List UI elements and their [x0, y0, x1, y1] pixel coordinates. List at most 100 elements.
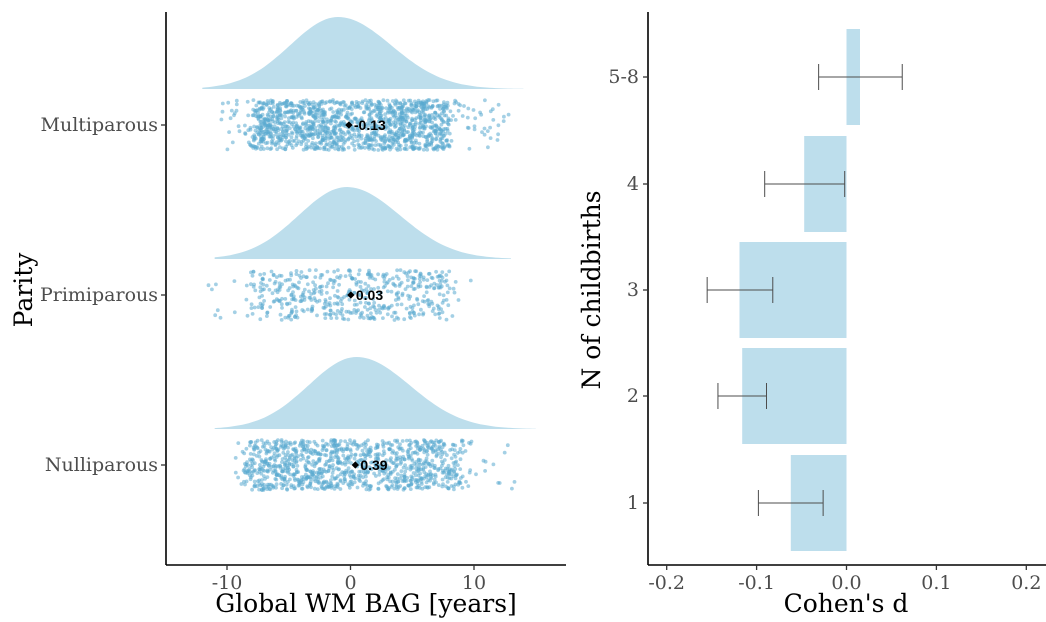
jitter-point	[278, 109, 283, 114]
jitter-point	[265, 140, 270, 145]
jitter-point	[443, 450, 447, 455]
jitter-point	[418, 284, 423, 289]
jitter-point	[380, 106, 385, 110]
jitter-point	[376, 272, 380, 277]
jitter-point	[248, 443, 252, 448]
jitter-point	[315, 299, 319, 304]
jitter-point	[250, 273, 255, 278]
jitter-point	[299, 276, 303, 280]
jitter-point	[385, 98, 390, 103]
jitter-point	[346, 466, 351, 471]
jitter-point	[407, 133, 412, 138]
x-tick-label: -10	[212, 572, 243, 594]
jitter-point	[337, 282, 341, 287]
jitter-point	[336, 302, 340, 307]
jitter-point	[283, 124, 288, 129]
jitter-point	[302, 447, 307, 452]
jitter-point	[377, 472, 382, 477]
y-tick-label: 1	[627, 492, 639, 514]
jitter-point	[349, 470, 353, 475]
jitter-point	[277, 273, 282, 278]
jitter-point	[316, 135, 320, 140]
jitter-point	[445, 283, 450, 288]
jitter-point	[339, 112, 343, 117]
jitter-point	[320, 438, 325, 443]
jitter-point	[276, 447, 281, 452]
jitter-point	[300, 129, 305, 134]
jitter-point	[419, 105, 424, 109]
jitter-point	[229, 108, 234, 113]
jitter-point	[448, 448, 452, 452]
jitter-point	[343, 477, 347, 482]
jitter-point	[447, 269, 452, 274]
mean-marker	[347, 291, 355, 299]
jitter-point	[303, 463, 308, 467]
jitter-point	[272, 281, 277, 286]
jitter-point	[296, 470, 301, 474]
jitter-point	[324, 100, 329, 104]
jitter-point	[284, 128, 289, 133]
jitter-point	[400, 293, 405, 298]
jitter-point	[370, 460, 375, 465]
jitter-point	[315, 313, 319, 318]
jitter-point	[271, 114, 276, 119]
jitter-point	[394, 140, 398, 144]
jitter-point	[348, 455, 353, 459]
jitter-point	[429, 299, 434, 304]
jitter-point	[333, 125, 338, 130]
jitter-point	[225, 147, 230, 152]
jitter-point	[326, 281, 330, 286]
jitter-point	[432, 286, 436, 291]
jitter-point	[305, 468, 310, 472]
jitter-point	[433, 117, 438, 121]
jitter-point	[305, 100, 310, 105]
jitter-point	[387, 134, 392, 139]
jitter-point	[341, 453, 346, 458]
jitter-point	[427, 304, 432, 309]
jitter-point	[345, 110, 350, 115]
jitter-point	[258, 147, 263, 152]
jitter-point	[290, 458, 295, 462]
jitter-point	[316, 107, 321, 112]
jitter-point	[214, 282, 218, 287]
jitter-point	[340, 302, 345, 307]
jitter-point	[425, 449, 429, 453]
jitter-point	[436, 312, 441, 316]
jitter-point	[355, 485, 360, 490]
jitter-point	[357, 145, 361, 150]
jitter-point	[305, 439, 310, 444]
jitter-point	[445, 128, 450, 133]
jitter-point	[267, 278, 272, 282]
jitter-point	[274, 275, 279, 279]
jitter-point	[258, 272, 263, 277]
jitter-point	[342, 147, 347, 152]
jitter-point	[249, 302, 254, 307]
jitter-point	[304, 459, 309, 463]
jitter-point	[301, 442, 306, 447]
jitter-point	[278, 285, 283, 289]
jitter-point	[389, 470, 393, 475]
jitter-point	[491, 462, 496, 467]
jitter-point	[312, 477, 316, 482]
jitter-point	[309, 451, 313, 455]
jitter-point	[206, 283, 211, 288]
jitter-point	[265, 99, 270, 103]
jitter-point	[300, 122, 305, 127]
jitter-point	[372, 300, 377, 305]
jitter-point	[358, 300, 363, 305]
jitter-point	[296, 139, 301, 144]
jitter-point	[398, 118, 403, 122]
jitter-point	[512, 480, 517, 484]
jitter-point	[269, 269, 274, 274]
jitter-point	[352, 439, 357, 443]
jitter-point	[459, 476, 463, 480]
jitter-point	[281, 483, 286, 488]
jitter-point	[380, 439, 385, 443]
jitter-point	[305, 275, 309, 279]
left-x-axis-title: Global WM BAG [years]	[215, 589, 517, 618]
jitter-point	[382, 477, 386, 481]
jitter-point	[335, 289, 340, 293]
jitter-point	[247, 467, 252, 471]
jitter-point	[261, 464, 266, 469]
jitter-point	[256, 111, 260, 115]
